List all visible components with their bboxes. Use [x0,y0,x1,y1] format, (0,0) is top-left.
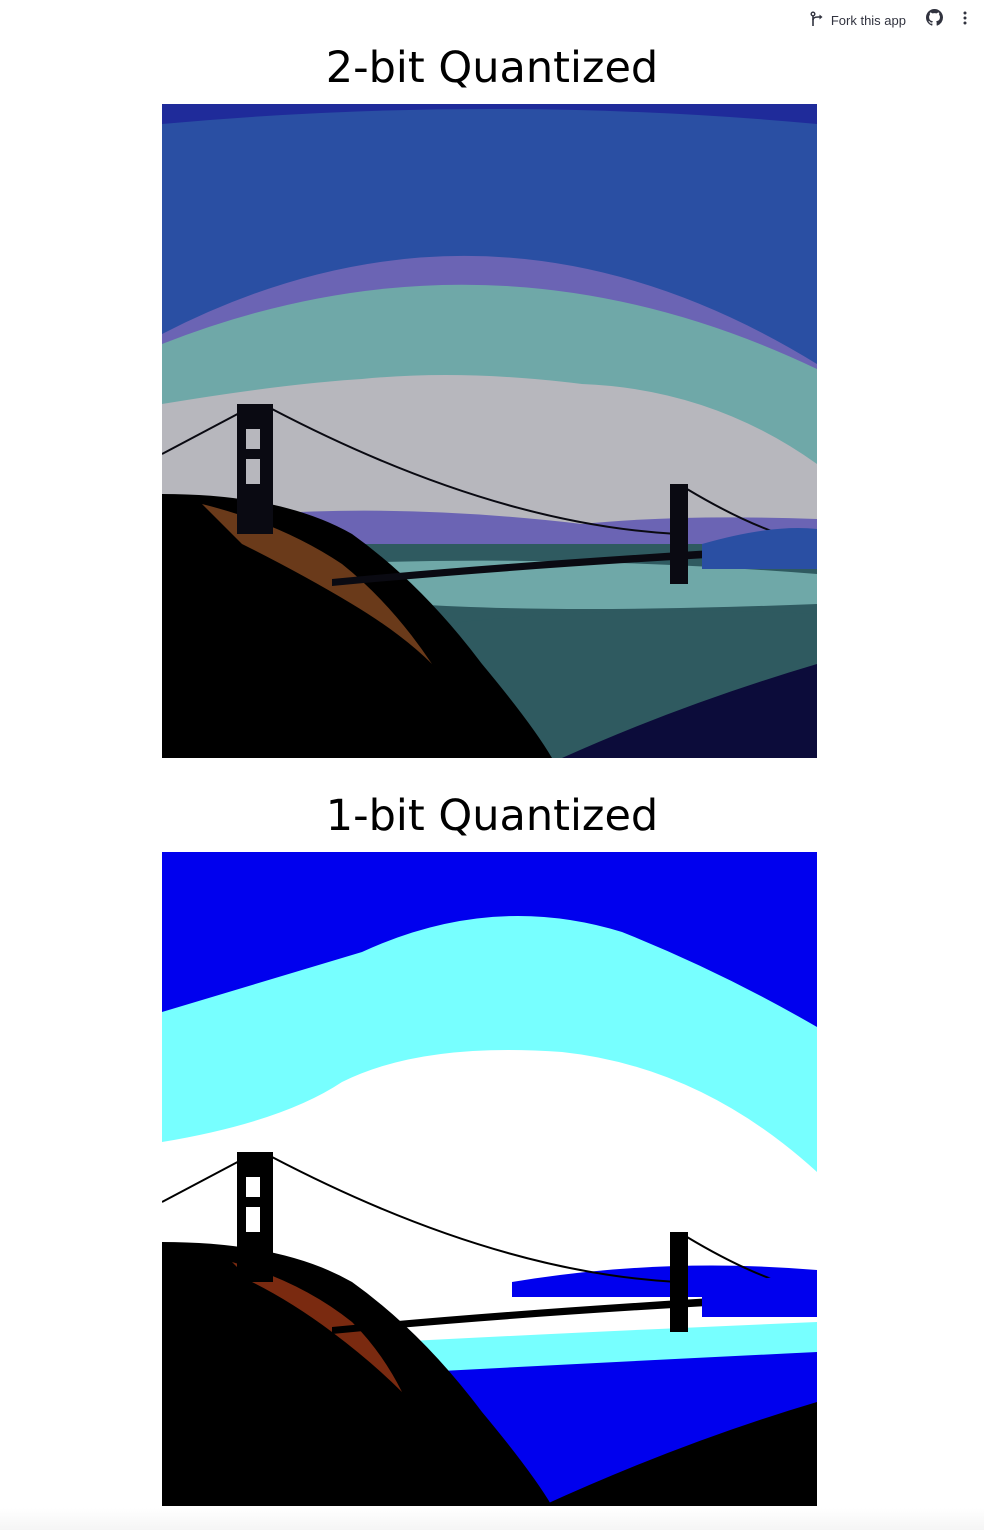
cloud-band [162,1050,817,1272]
fork-label: Fork this app [830,12,906,28]
foreground-brush [562,664,817,758]
tower-window-1 [246,1177,260,1197]
tower-window-1 [246,429,260,449]
sky-mid [162,109,817,364]
haze-band [162,255,817,374]
foreground-brush [542,1402,817,1506]
hill-dark [162,494,552,758]
main-menu-button[interactable] [954,6,976,34]
bridge-tower-right [670,484,688,584]
bridge-cable-left [162,408,248,455]
far-shore-right [702,528,817,569]
bridge-cable-main [271,408,678,535]
bridge-tower-right [670,1232,688,1332]
tower-window-2 [246,459,260,484]
figure-title-2bit: 2-bit Quantized [325,43,659,93]
app-toolbar: Fork this app [802,6,976,34]
github-button[interactable] [920,6,948,34]
bridge-deck [332,544,817,586]
quantized-image-2bit [162,104,817,758]
bottom-fade [0,1508,984,1530]
figure-title-1bit: 1-bit Quantized [325,791,659,841]
tower-window-2 [246,1207,260,1232]
bridge-image-1bit [162,852,817,1506]
quantized-image-1bit [162,852,817,1506]
fork-icon [810,11,824,30]
hill-accent [202,504,432,664]
bridge-cable-left [162,1156,248,1203]
bridge-cable-main [271,1156,678,1283]
more-vertical-icon [963,11,967,30]
cloud-band [162,375,817,524]
hill-dark [162,1242,552,1506]
far-shore-right [702,1276,817,1317]
github-icon [925,9,943,31]
bridge-deck [332,1292,817,1334]
bridge-image-2bit [162,104,817,758]
fork-app-button[interactable]: Fork this app [802,8,914,33]
